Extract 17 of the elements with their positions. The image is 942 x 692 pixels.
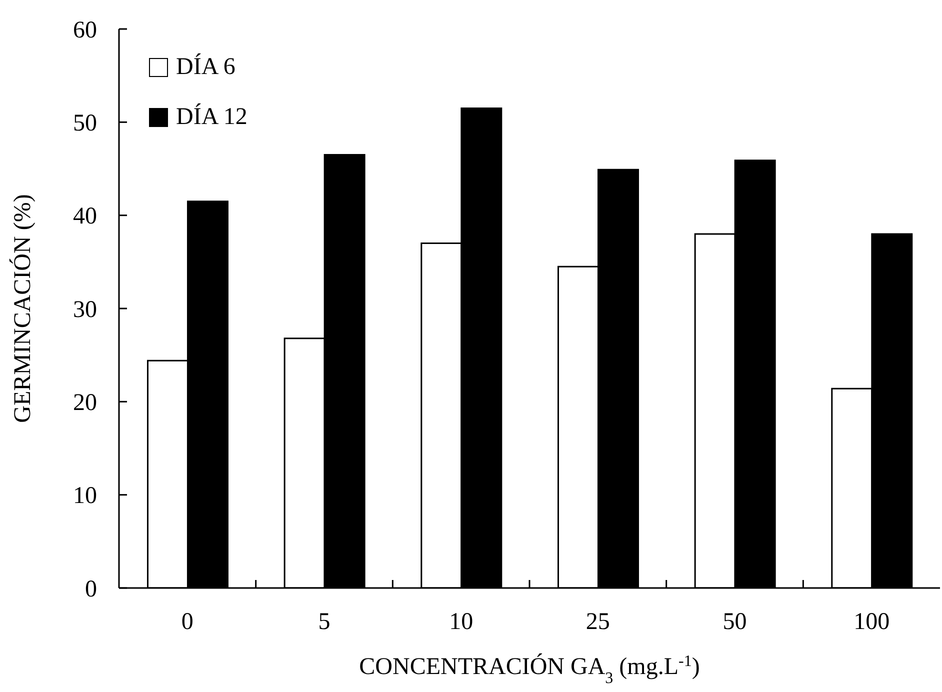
x-tick-label: 25 <box>586 609 610 636</box>
y-tick-label: 50 <box>73 110 97 137</box>
x-tick-label: 10 <box>449 609 474 636</box>
y-tick-label: 10 <box>73 483 97 510</box>
x-tick-label: 100 <box>854 609 890 636</box>
y-tick-label: 40 <box>73 204 97 230</box>
x-tick-label: 0 <box>181 609 194 636</box>
y-axis-title: GERMINCACIÓN (%) <box>9 194 36 423</box>
x-tick-label: 5 <box>318 609 330 636</box>
legend-label: DÍA 6 <box>176 52 236 82</box>
y-tick-label: 30 <box>73 296 97 323</box>
y-tick-label: 20 <box>73 390 97 416</box>
legend-label: DÍA 12 <box>176 102 248 132</box>
y-tick-label: 60 <box>73 17 97 44</box>
x-axis-title: CONCENTRACIÓN GA$_{3}$ (mg.L$^{-1}$) <box>359 652 700 686</box>
y-tick-label: 0 <box>85 576 97 602</box>
x-tick-label: 50 <box>722 609 747 636</box>
